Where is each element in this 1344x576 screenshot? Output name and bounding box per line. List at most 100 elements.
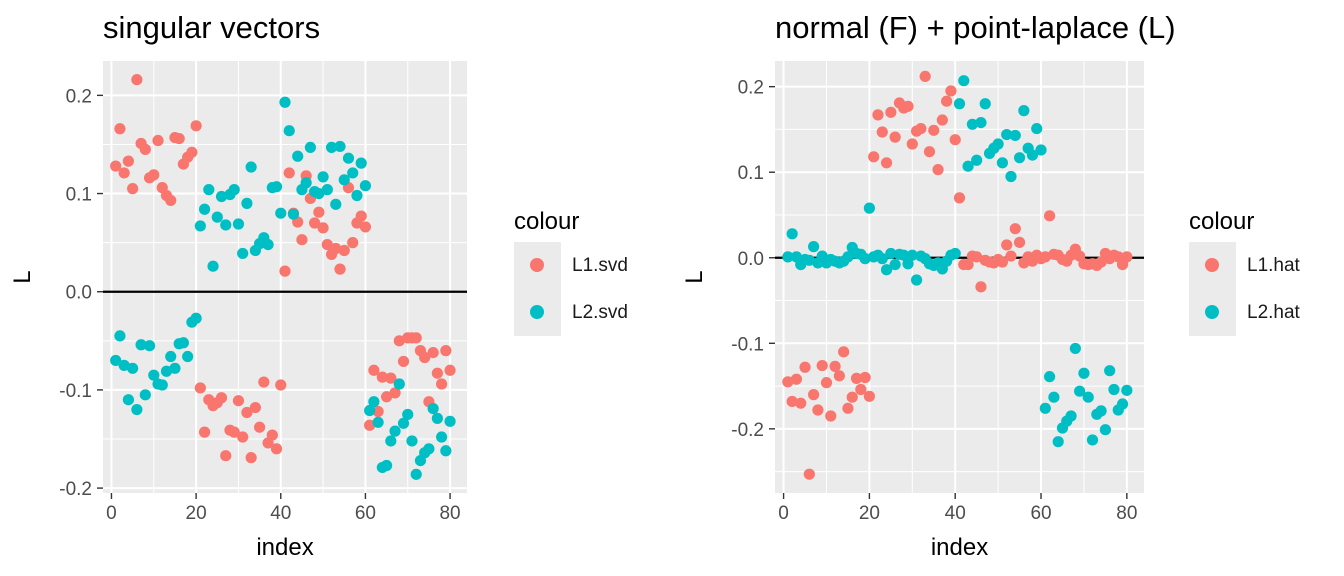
data-point — [393, 335, 405, 347]
data-point — [393, 378, 405, 390]
data-point — [228, 184, 240, 196]
series-l1-svd — [110, 74, 456, 464]
data-point — [203, 184, 215, 196]
data-point — [949, 134, 961, 146]
data-point — [932, 164, 944, 176]
data-point — [110, 160, 122, 172]
plot-panel-background — [775, 61, 1144, 493]
plot-panel-background — [103, 61, 467, 493]
data-point — [971, 251, 983, 263]
data-point — [440, 445, 452, 457]
data-point — [402, 408, 414, 421]
data-point — [317, 222, 329, 234]
data-point — [786, 228, 798, 240]
data-point — [790, 373, 803, 385]
data-point — [110, 354, 122, 367]
series-l2-hat — [782, 75, 1133, 448]
data-point — [156, 379, 168, 391]
data-point — [436, 431, 448, 443]
data-point — [410, 468, 422, 480]
data-point — [287, 208, 300, 220]
data-point — [906, 138, 918, 150]
data-point — [266, 429, 278, 441]
data-point — [232, 395, 245, 407]
data-point — [368, 364, 380, 376]
data-point — [1001, 128, 1013, 141]
x-tick-label: 60 — [1030, 503, 1051, 524]
data-point — [262, 239, 274, 251]
chart-title: normal (F) + point-laplace (L) — [775, 10, 1176, 45]
data-point — [1013, 152, 1026, 164]
x-tick-label: 80 — [439, 503, 460, 524]
data-point — [992, 138, 1004, 150]
data-point — [825, 410, 837, 422]
data-point — [808, 241, 820, 253]
legend-key — [514, 242, 561, 289]
data-point — [812, 404, 824, 416]
data-point — [419, 351, 431, 364]
data-point — [803, 254, 815, 266]
data-point — [1039, 251, 1051, 263]
x-axis-title: index — [931, 534, 988, 561]
data-point — [385, 372, 397, 384]
data-point — [207, 260, 219, 272]
data-point — [169, 362, 181, 374]
data-point — [131, 74, 143, 86]
data-point — [330, 242, 342, 255]
data-point — [906, 249, 918, 261]
data-point — [372, 416, 384, 428]
data-point — [945, 85, 957, 97]
data-point — [975, 116, 987, 129]
data-point — [186, 146, 198, 158]
data-point — [389, 387, 401, 399]
scatter-plot-normal-point-laplace: 0 20 40 60 80 -0.2 -0.1 0.0 0.1 0.2 index L — [681, 61, 1144, 561]
data-point — [966, 118, 978, 130]
data-point — [876, 253, 888, 265]
data-point — [898, 249, 910, 261]
data-point — [334, 263, 346, 275]
data-point — [198, 203, 211, 215]
data-point — [1031, 122, 1043, 135]
legend: colour L1.svd L2.svd — [514, 208, 628, 336]
data-point — [254, 421, 266, 433]
data-point — [118, 359, 130, 371]
data-point — [359, 180, 372, 192]
data-point — [885, 106, 897, 118]
data-point — [958, 75, 970, 87]
data-point — [902, 258, 914, 270]
data-point — [135, 339, 147, 351]
data-point — [215, 190, 228, 203]
data-point — [863, 390, 875, 402]
data-point — [270, 443, 283, 455]
data-point — [1078, 367, 1090, 379]
series-l1-hat — [782, 70, 1133, 480]
data-point — [389, 425, 401, 437]
data-point — [148, 169, 160, 181]
data-point — [431, 412, 443, 424]
y-tick-label: 0.0 — [66, 283, 92, 304]
data-point — [953, 98, 966, 110]
data-point — [1048, 391, 1060, 403]
data-point — [889, 131, 901, 143]
data-point — [842, 402, 854, 414]
data-point — [292, 150, 304, 162]
data-point — [1013, 236, 1026, 248]
legend-label: L2.hat — [1247, 301, 1300, 323]
data-point — [855, 383, 867, 396]
data-point — [351, 189, 363, 202]
data-point — [1009, 223, 1021, 235]
data-point — [423, 443, 435, 455]
data-point — [139, 143, 151, 155]
data-point — [1044, 371, 1056, 383]
x-tick-label: 20 — [186, 503, 207, 524]
data-point — [397, 417, 410, 429]
data-point — [118, 167, 130, 179]
data-point — [143, 340, 156, 352]
y-tick-label: 0.0 — [738, 249, 764, 270]
x-tick-label: 40 — [270, 503, 291, 524]
legend-dot-icon — [530, 258, 544, 272]
data-point — [215, 392, 228, 404]
data-point — [173, 132, 185, 145]
data-point — [1086, 434, 1099, 446]
